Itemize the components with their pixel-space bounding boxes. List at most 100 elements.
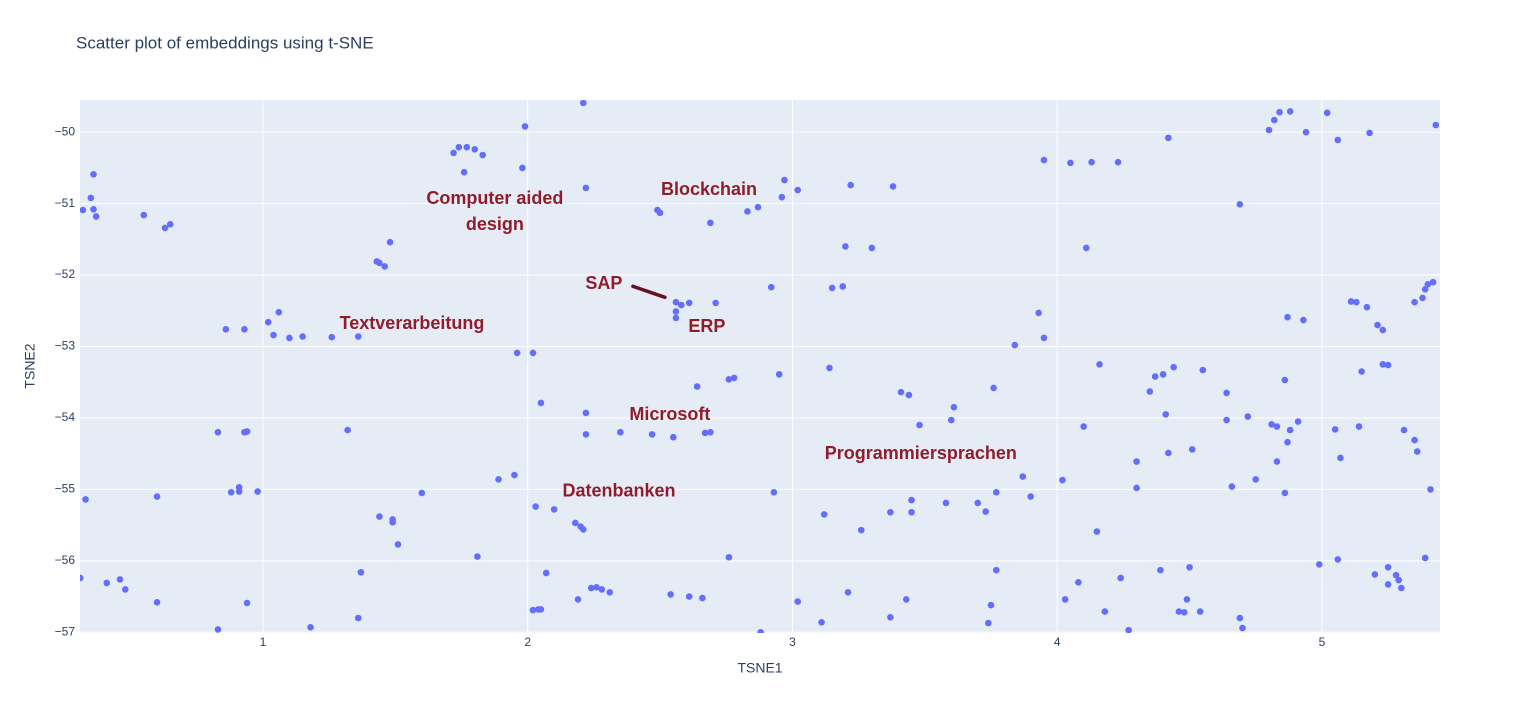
point: [992, 488, 1000, 496]
y-tick-label: −50: [55, 124, 76, 138]
point: [672, 298, 680, 306]
point: [572, 519, 579, 527]
point: [166, 221, 174, 228]
annotation: ERP: [688, 316, 725, 336]
point: [974, 499, 982, 507]
point: [1096, 361, 1103, 368]
point: [648, 431, 656, 438]
point: [712, 299, 719, 307]
annotation-arrow: [631, 284, 667, 300]
point: [942, 499, 950, 507]
point: [1334, 556, 1342, 563]
point: [897, 388, 905, 396]
chart-title: Scatter plot of embeddings using t-SNE: [76, 33, 374, 52]
point: [121, 586, 129, 593]
point: [537, 399, 545, 407]
point: [1395, 576, 1402, 584]
point: [707, 428, 714, 436]
point: [214, 428, 222, 436]
point: [1082, 244, 1090, 252]
point: [241, 326, 248, 333]
point: [767, 283, 775, 291]
point: [908, 508, 915, 516]
point: [80, 206, 87, 214]
point: [778, 193, 786, 201]
y-tick-label: −57: [55, 624, 76, 638]
annotation: Programmiersprachen: [825, 443, 1017, 463]
point: [1286, 108, 1294, 115]
point: [550, 506, 558, 513]
point: [672, 314, 680, 322]
point: [887, 508, 894, 516]
x-tick-label: 5: [1319, 635, 1326, 649]
point: [1392, 571, 1400, 579]
point: [617, 428, 624, 436]
y-tick-label: −54: [55, 410, 76, 424]
point: [699, 594, 706, 602]
point: [844, 588, 852, 596]
point: [1223, 416, 1230, 424]
point: [1019, 473, 1027, 480]
point: [598, 586, 606, 593]
x-tick-label: 4: [1054, 635, 1061, 649]
annotation: Textverarbeitung: [340, 313, 485, 333]
point: [394, 541, 402, 548]
point: [582, 431, 590, 438]
point: [116, 576, 124, 583]
point: [389, 516, 396, 523]
point: [1114, 158, 1122, 166]
point: [1236, 614, 1244, 622]
point: [386, 238, 394, 246]
point: [1183, 596, 1191, 603]
point: [1300, 316, 1307, 324]
point: [254, 488, 261, 495]
point: [1270, 116, 1278, 124]
point: [286, 334, 293, 342]
y-tick-label: −55: [55, 482, 76, 496]
point: [889, 183, 897, 190]
point: [1379, 326, 1387, 334]
point: [214, 626, 222, 633]
point: [1419, 294, 1426, 302]
point: [1413, 448, 1421, 455]
y-tick-label: −53: [55, 339, 76, 353]
point: [1186, 563, 1193, 571]
point: [1268, 421, 1275, 428]
point: [354, 333, 362, 340]
point: [725, 553, 733, 561]
point: [460, 168, 468, 176]
point: [103, 579, 111, 587]
point: [90, 206, 97, 213]
point: [744, 208, 751, 215]
point: [1315, 561, 1323, 568]
point: [579, 100, 587, 107]
point: [161, 224, 169, 232]
point: [307, 623, 314, 631]
point: [1294, 418, 1302, 425]
point: [529, 606, 537, 614]
point: [1252, 476, 1260, 483]
point: [725, 376, 733, 383]
point: [92, 213, 100, 220]
point: [1366, 129, 1373, 137]
point: [908, 496, 915, 504]
point: [270, 331, 277, 339]
annotation: Microsoft: [629, 404, 710, 424]
point: [1284, 313, 1291, 321]
point: [1117, 574, 1125, 582]
point: [1400, 426, 1408, 434]
point: [1157, 566, 1164, 574]
point: [519, 164, 526, 172]
point: [1421, 554, 1429, 562]
point: [1093, 528, 1101, 535]
point: [1429, 278, 1437, 286]
point: [847, 181, 854, 189]
point: [1281, 376, 1289, 384]
point: [495, 476, 502, 483]
point: [730, 374, 738, 382]
point: [1355, 423, 1363, 430]
point: [1059, 476, 1066, 484]
point: [1133, 484, 1140, 492]
point: [593, 583, 600, 591]
